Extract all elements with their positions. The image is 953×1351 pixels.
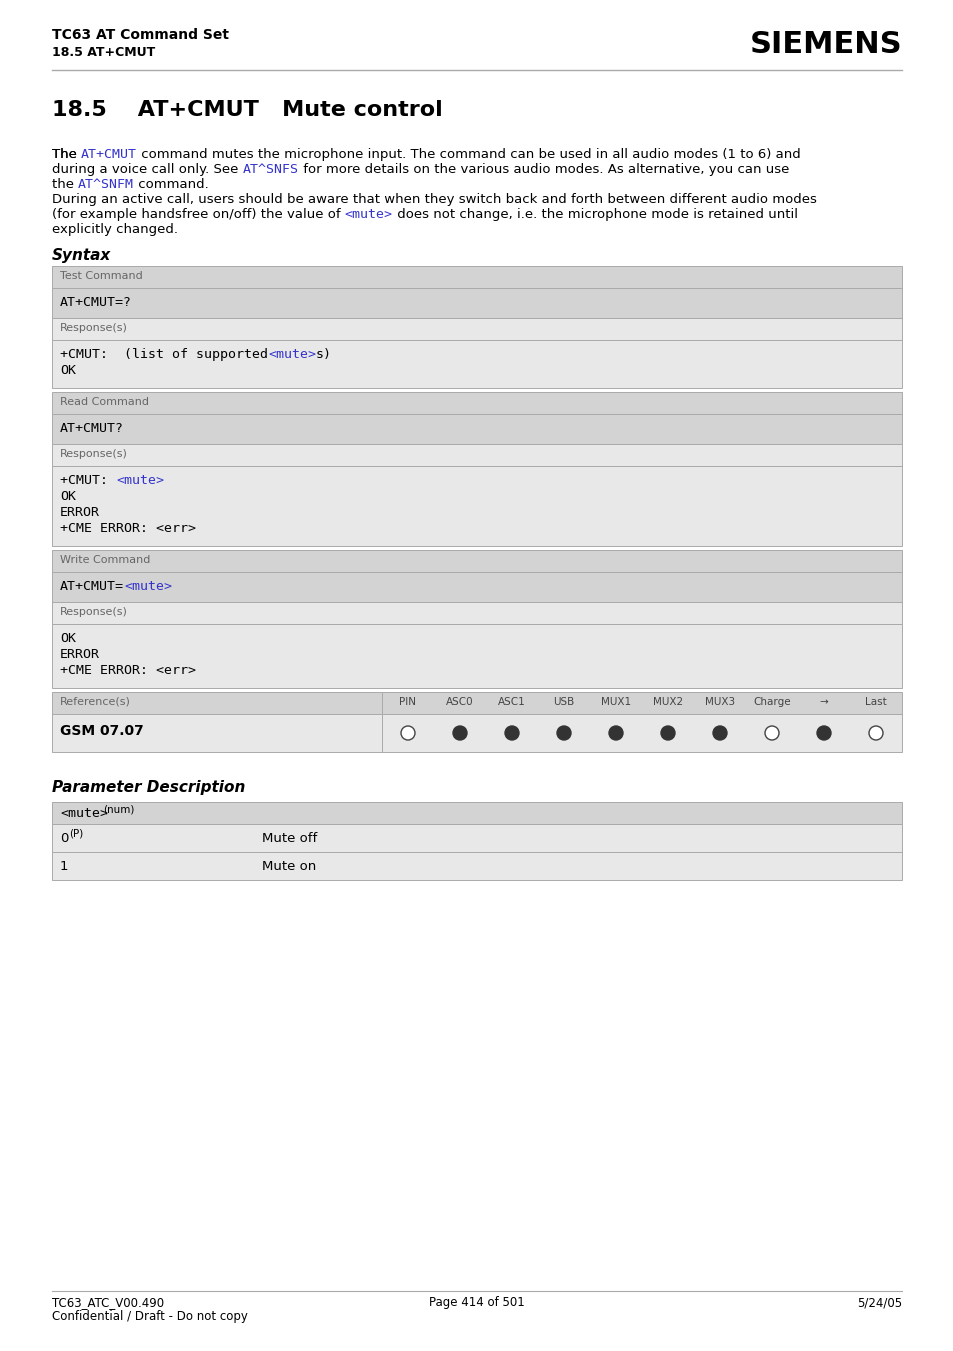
Text: AT+CMUT?: AT+CMUT? [60,422,124,435]
Text: 0: 0 [60,832,69,844]
Text: +CME ERROR: <err>: +CME ERROR: <err> [60,663,195,677]
FancyBboxPatch shape [52,802,901,824]
Circle shape [712,725,726,740]
FancyBboxPatch shape [52,550,901,571]
Text: Mute off: Mute off [262,832,317,844]
FancyBboxPatch shape [52,692,381,713]
Text: MUX3: MUX3 [704,697,735,707]
FancyBboxPatch shape [52,852,901,880]
Text: AT+CMUT=?: AT+CMUT=? [60,296,132,309]
Text: +CME ERROR: <err>: +CME ERROR: <err> [60,521,195,535]
FancyBboxPatch shape [381,692,901,713]
Text: ERROR: ERROR [60,648,100,661]
Text: GSM 07.07: GSM 07.07 [60,724,144,738]
FancyBboxPatch shape [52,392,901,413]
FancyBboxPatch shape [52,413,901,444]
Text: ASC1: ASC1 [497,697,525,707]
Text: Parameter Description: Parameter Description [52,780,245,794]
Text: +CMUT:: +CMUT: [60,474,116,486]
Text: (P): (P) [69,830,83,839]
Text: OK: OK [60,490,76,503]
Text: USB: USB [553,697,574,707]
Text: +CMUT:  (list of supported: +CMUT: (list of supported [60,349,268,361]
FancyBboxPatch shape [52,624,901,688]
Text: Confidential / Draft - Do not copy: Confidential / Draft - Do not copy [52,1310,248,1323]
Text: command mutes the microphone input. The command can be used in all audio modes (: command mutes the microphone input. The … [137,149,800,161]
FancyBboxPatch shape [52,317,901,340]
Text: MUX2: MUX2 [652,697,682,707]
Circle shape [504,725,518,740]
FancyBboxPatch shape [52,288,901,317]
Text: AT+CMUT: AT+CMUT [81,149,137,161]
Text: AT^SNFM: AT^SNFM [78,178,134,190]
Text: Charge: Charge [753,697,790,707]
Text: 1: 1 [60,861,69,873]
Text: AT+CMUT=: AT+CMUT= [60,580,124,593]
FancyBboxPatch shape [52,571,901,603]
Text: 18.5    AT+CMUT   Mute control: 18.5 AT+CMUT Mute control [52,100,442,120]
Circle shape [608,725,622,740]
Text: <mute>: <mute> [345,208,393,222]
Text: during a voice call only. See: during a voice call only. See [52,163,242,176]
Text: <mute>: <mute> [268,349,315,361]
Text: <mute>: <mute> [124,580,172,593]
Text: →: → [819,697,827,707]
Text: TC63 AT Command Set: TC63 AT Command Set [52,28,229,42]
Text: <mute>: <mute> [116,474,164,486]
Text: During an active call, users should be aware that when they switch back and fort: During an active call, users should be a… [52,193,816,205]
FancyBboxPatch shape [381,713,901,753]
Text: OK: OK [60,363,76,377]
FancyBboxPatch shape [52,340,901,388]
Text: MUX1: MUX1 [600,697,630,707]
Text: SIEMENS: SIEMENS [749,30,901,59]
Text: ASC0: ASC0 [446,697,474,707]
Text: ERROR: ERROR [60,507,100,519]
Text: Last: Last [864,697,886,707]
Text: 5/24/05: 5/24/05 [856,1296,901,1309]
Text: <mute>: <mute> [60,807,108,820]
Circle shape [868,725,882,740]
FancyBboxPatch shape [52,444,901,466]
FancyBboxPatch shape [52,466,901,546]
Text: Read Command: Read Command [60,397,149,407]
Circle shape [557,725,571,740]
Circle shape [764,725,779,740]
Text: Response(s): Response(s) [60,607,128,617]
Text: The: The [52,149,81,161]
Text: explicitly changed.: explicitly changed. [52,223,178,236]
Text: AT^SNFS: AT^SNFS [242,163,298,176]
Text: Response(s): Response(s) [60,323,128,332]
Text: (for example handsfree on/off) the value of: (for example handsfree on/off) the value… [52,208,345,222]
Circle shape [453,725,467,740]
Text: Test Command: Test Command [60,272,143,281]
Text: Write Command: Write Command [60,555,151,565]
Text: Reference(s): Reference(s) [60,697,131,707]
Text: (num): (num) [103,805,134,815]
FancyBboxPatch shape [52,603,901,624]
Text: The: The [52,149,81,161]
Text: does not change, i.e. the microphone mode is retained until: does not change, i.e. the microphone mod… [393,208,797,222]
Text: command.: command. [134,178,209,190]
Text: for more details on the various audio modes. As alternative, you can use: for more details on the various audio mo… [298,163,788,176]
FancyBboxPatch shape [52,824,901,852]
Text: 18.5 AT+CMUT: 18.5 AT+CMUT [52,46,155,59]
Text: Syntax: Syntax [52,249,112,263]
FancyBboxPatch shape [52,266,901,288]
Text: TC63_ATC_V00.490: TC63_ATC_V00.490 [52,1296,164,1309]
Text: Response(s): Response(s) [60,449,128,459]
Circle shape [400,725,415,740]
Text: the: the [52,178,78,190]
Text: s): s) [315,349,332,361]
Text: PIN: PIN [399,697,416,707]
Text: Page 414 of 501: Page 414 of 501 [429,1296,524,1309]
Text: OK: OK [60,632,76,644]
Circle shape [816,725,830,740]
Text: Mute on: Mute on [262,861,315,873]
FancyBboxPatch shape [52,713,381,753]
Circle shape [660,725,675,740]
